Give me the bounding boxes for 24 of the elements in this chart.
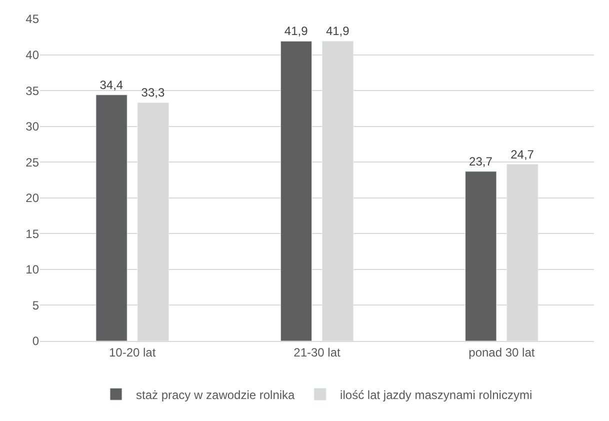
legend-label: staż pracy w zawodzie rolnika — [136, 388, 296, 402]
y-tick-label: 10 — [26, 262, 40, 277]
bar — [465, 171, 497, 341]
data-label: 41,9 — [326, 24, 350, 38]
x-tick-label: 10-20 lat — [108, 345, 156, 360]
data-label: 41,9 — [284, 24, 308, 38]
y-tick-label: 45 — [26, 12, 40, 26]
data-label: 33,3 — [141, 86, 165, 100]
y-tick-label: 0 — [32, 334, 40, 348]
bar — [280, 40, 312, 341]
y-tick-label: 15 — [26, 226, 40, 241]
y-tick-label: 35 — [26, 84, 40, 98]
x-tick-label: 21-30 lat — [294, 345, 342, 360]
y-tick-label: 25 — [26, 155, 40, 170]
x-tick-label: ponad 30 lat — [468, 345, 536, 360]
legend-label: ilość lat jazdy maszynami rolniczymi — [340, 388, 532, 402]
data-label: 24,7 — [510, 147, 534, 162]
y-tick-label: 20 — [26, 191, 40, 206]
y-tick-label: 5 — [32, 298, 40, 312]
y-tick-label: 40 — [26, 48, 40, 62]
data-label: 23,7 — [469, 154, 493, 168]
data-label: 34,4 — [100, 78, 124, 92]
bar — [96, 94, 128, 341]
y-tick-label: 30 — [26, 120, 40, 134]
